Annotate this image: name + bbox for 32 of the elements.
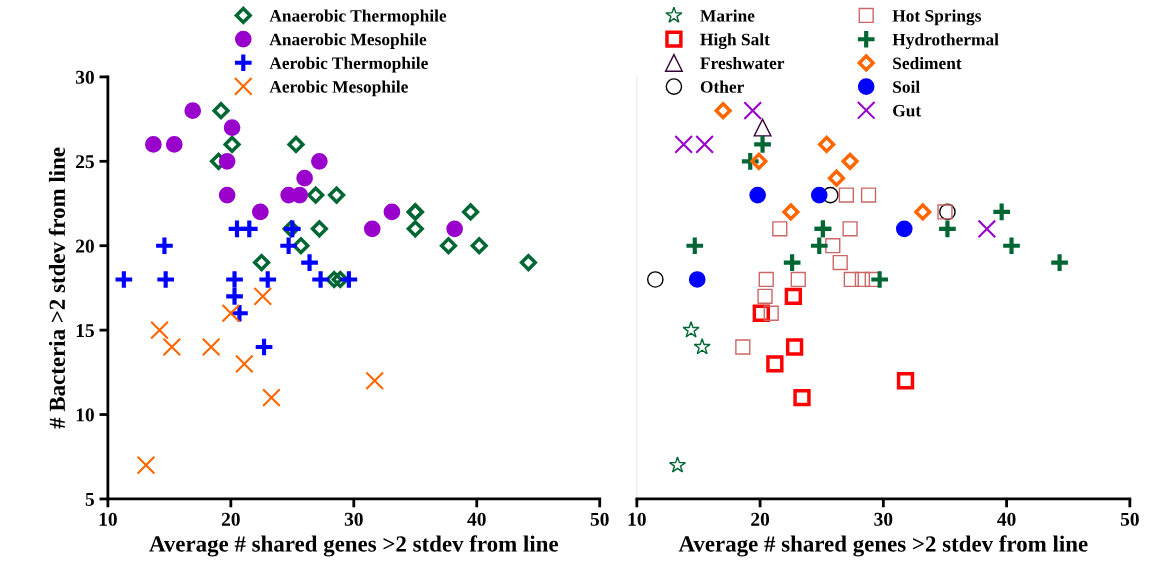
legend-label: Gut (893, 104, 922, 117)
legend-label: Soil (893, 80, 920, 93)
legend-label: High Salt (700, 33, 770, 50)
y-tick-label: 30 (75, 70, 94, 84)
x-tick-label: 40 (997, 512, 1016, 526)
x-tick-label: 30 (874, 512, 893, 526)
legend-label: Aerobic Thermophile (269, 56, 428, 73)
y-axis-title: # Bacteria >2 stdev from line (48, 147, 66, 429)
x-tick-label: 30 (344, 512, 363, 526)
y-tick-label: 25 (76, 155, 94, 169)
y-tick-label: 10 (76, 408, 94, 422)
x-tick-label: 10 (99, 512, 117, 526)
x-tick-label: 20 (751, 512, 770, 526)
x-tick-label: 40 (467, 512, 486, 526)
legend-label: Marine (700, 9, 755, 22)
legend-label: Anaerobic Thermophile (269, 9, 447, 26)
x-tick-label: 50 (1120, 512, 1139, 526)
legend-label: Freshwater (700, 56, 785, 70)
legend-label: Hot Springs (892, 9, 982, 26)
y-tick-label: 15 (76, 324, 94, 338)
legend-label: Anaerobic Mesophile (269, 33, 427, 49)
x-axis-title: Average # shared genes >2 stdev from line (678, 535, 1088, 557)
x-axis-title: Average # shared genes >2 stdev from line (149, 535, 559, 557)
y-tick-label: 5 (85, 492, 94, 506)
x-tick-label: 10 (628, 512, 646, 526)
legend-label: Other (700, 80, 744, 93)
x-tick-label: 20 (221, 512, 240, 526)
y-tick-label: 20 (76, 239, 94, 253)
legend-label: Sediment (893, 56, 962, 70)
legend-label: Hydrothermal (892, 33, 999, 50)
legend-label: Aerobic Mesophile (269, 80, 408, 97)
x-tick-label: 50 (590, 512, 609, 526)
